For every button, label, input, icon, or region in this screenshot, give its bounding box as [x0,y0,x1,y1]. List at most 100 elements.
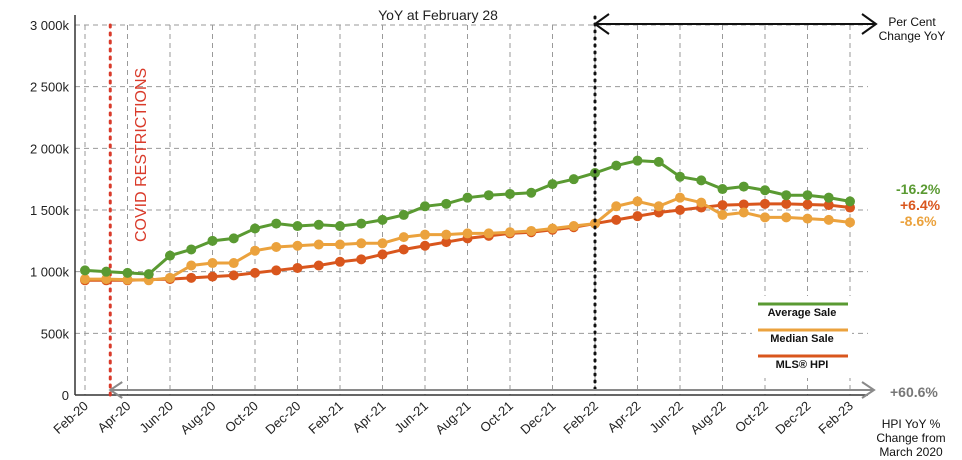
covid-label: COVID RESTRICTIONS [133,68,150,242]
data-point-1 [207,258,218,269]
x-tick-label: Feb-20 [50,398,91,437]
data-point-2 [802,199,813,210]
data-point-1 [250,245,260,256]
x-tick-label: Aug-20 [177,398,218,437]
legend: Average Sale Median Sale MLS® HPI [752,296,852,378]
x-tick-label: Oct-21 [477,398,516,435]
percent-labels: -16.2% +6.4% -8.6% +60.6% [890,181,941,400]
data-point-1 [802,213,813,224]
data-point-2 [717,200,728,211]
data-point-1 [80,274,90,285]
data-point-2 [420,240,430,251]
x-tick-label: Dec-22 [772,398,813,437]
data-point-1 [781,212,792,223]
data-point-1 [611,201,622,212]
data-point-0 [250,223,260,234]
data-point-1 [271,242,282,252]
legend-label-0: Average Sale [768,307,837,319]
pct-hpi-since-label: +60.6% [890,384,938,400]
data-point-1 [292,240,303,251]
data-point-2 [313,260,324,271]
pct-median-label: -8.6% [900,213,937,229]
data-point-2 [398,244,409,255]
data-point-2 [611,214,622,225]
data-point-2 [250,267,260,278]
data-point-0 [823,192,834,203]
x-tick-label: Apr-20 [94,398,133,435]
x-tick-label: Feb-21 [305,398,346,437]
data-point-0 [271,218,282,229]
data-point-2 [632,211,643,222]
arrow-right-head [861,13,878,35]
data-point-0 [760,185,770,196]
legend-label-2: MLS® HPI [776,359,829,371]
x-tick-labels: Feb-20 Apr-20 Jun-20 Aug-20 Oct-20 Dec-20 Feb-… [50,398,856,437]
y-tick-label: 1 500k [30,203,70,218]
data-point-2 [823,200,834,211]
data-point-0 [462,192,473,203]
y-tick-label: 0 [62,388,69,403]
x-tick-label: Apr-21 [349,398,388,435]
data-point-2 [271,265,282,276]
x-tick-label: Jun-20 [136,398,176,436]
arrows [108,13,878,399]
hpi-arrow-right-head [861,381,876,399]
data-point-0 [845,196,855,207]
data-point-2 [675,205,685,215]
hpi-note-line3: March 2020 [879,445,943,459]
x-tick-label: Oct-20 [222,398,261,435]
data-point-0 [143,269,154,280]
legend-box [752,296,852,378]
data-point-1 [186,260,197,271]
x-tick-label: Aug-21 [432,398,473,437]
data-point-0 [802,190,813,201]
data-point-1 [505,227,515,238]
data-point-0 [547,179,558,190]
y-tick-label: 2 500k [30,80,70,95]
data-point-1 [356,238,367,249]
data-point-0 [505,188,515,199]
legend-label-1: Median Sale [770,333,834,345]
x-tick-label: Jun-21 [391,398,431,436]
data-point-0 [228,233,239,244]
x-tick-label: Dec-20 [262,398,303,437]
data-point-0 [313,219,324,230]
data-point-0 [292,221,303,232]
data-point-0 [632,155,643,166]
arrow-left-head [593,13,610,35]
y-tick-label: 3 000k [30,18,70,33]
pct-hpi-label: +6.4% [900,197,941,213]
data-point-1 [738,207,749,218]
data-point-0 [441,198,452,209]
data-point-2 [760,198,770,209]
data-point-0 [568,174,579,185]
data-point-1 [462,228,473,239]
data-point-0 [717,184,728,195]
axes [74,15,868,396]
data-point-1 [420,229,430,240]
x-tick-label: Dec-21 [517,398,558,437]
data-point-0 [781,190,792,201]
data-point-2 [781,198,792,209]
data-point-0 [377,214,388,225]
data-point-2 [441,237,452,248]
y-tick-labels: 0 500k 1 000k 1 500k 2 000k 2 500k 3 000k [30,18,70,403]
data-point-2 [377,249,388,260]
data-point-1 [483,228,494,239]
data-point-1 [696,197,707,208]
data-point-1 [398,232,409,243]
per-cent-change-note: Per Cent Change YoY [879,15,946,43]
data-point-0 [335,221,345,232]
data-point-1 [760,212,770,223]
data-point-1 [590,218,600,229]
covid-annotation: COVID RESTRICTIONS [108,23,150,397]
data-point-0 [738,181,749,192]
data-point-1 [377,238,388,249]
data-point-2 [186,272,197,283]
hpi-arrow-left-head [108,381,123,399]
data-point-1 [526,225,537,236]
data-point-1 [717,209,728,220]
hpi-note-line2: Change from [876,431,945,445]
data-point-1 [568,221,579,232]
